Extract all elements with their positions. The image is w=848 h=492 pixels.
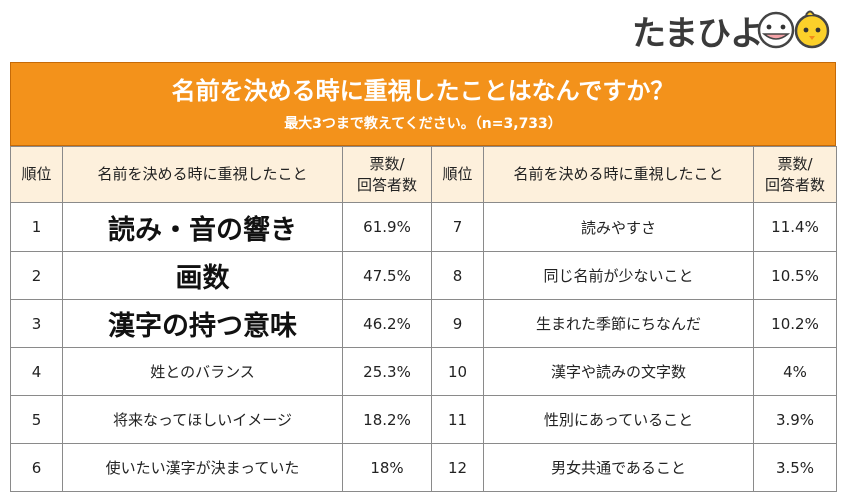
rank-cell: 6 xyxy=(10,443,63,492)
pct-cell: 25.3% xyxy=(342,347,432,396)
pct-header: 票数/回答者数 xyxy=(753,146,837,203)
rank-cell: 10 xyxy=(431,347,484,396)
rank-header: 順位 xyxy=(10,146,63,203)
rank-cell: 9 xyxy=(431,299,484,348)
pct-header-line1: 票数/ xyxy=(369,154,405,173)
rank-cell: 8 xyxy=(431,251,484,300)
item-cell: 同じ名前が少ないこと xyxy=(483,251,754,300)
table-row: 5 将来なってほしいイメージ 18.2% 11 性別にあっていること 3.9% xyxy=(10,395,837,444)
pct-cell: 3.9% xyxy=(753,395,837,444)
logo-text: たまひよ xyxy=(632,14,764,54)
survey-subtitle: 最大3つまで教えてください。（n=3,733） xyxy=(284,116,562,132)
item-header: 名前を決める時に重視したこと xyxy=(483,146,754,203)
pct-cell: 47.5% xyxy=(342,251,432,300)
table-row: 1 読み・音の響き 61.9% 7 読みやすさ 11.4% xyxy=(10,202,837,252)
pct-cell: 11.4% xyxy=(753,202,837,252)
pct-cell: 46.2% xyxy=(342,299,432,348)
item-cell: 使いたい漢字が決まっていた xyxy=(62,443,343,492)
rank-header: 順位 xyxy=(431,146,484,203)
pct-cell: 3.5% xyxy=(753,443,837,492)
item-cell: 性別にあっていること xyxy=(483,395,754,444)
rank-cell: 7 xyxy=(431,202,484,252)
rank-cell: 5 xyxy=(10,395,63,444)
pct-cell: 18.2% xyxy=(342,395,432,444)
item-cell: 漢字や読みの文字数 xyxy=(483,347,754,396)
rank-cell: 3 xyxy=(10,299,63,348)
pct-header-line2: 回答者数 xyxy=(356,175,417,194)
pct-cell: 10.5% xyxy=(753,251,837,300)
rank-cell: 1 xyxy=(10,202,63,252)
item-cell: 漢字の持つ意味 xyxy=(62,299,343,348)
item-header: 名前を決める時に重視したこと xyxy=(62,146,343,203)
brand-logo[interactable]: たまひよ xyxy=(632,4,842,54)
item-cell: 将来なってほしいイメージ xyxy=(62,395,343,444)
pct-header-line2: 回答者数 xyxy=(764,175,825,194)
item-cell: 読みやすさ xyxy=(483,202,754,252)
title-banner: 名前を決める時に重視したことはなんですか？ 最大3つまで教えてください。（n=3… xyxy=(10,62,836,146)
pct-cell: 10.2% xyxy=(753,299,837,348)
survey-question-title: 名前を決める時に重視したことはなんですか？ xyxy=(171,77,675,105)
ranking-table: 順位 名前を決める時に重視したこと 票数/回答者数 順位 名前を決める時に重視し… xyxy=(10,146,837,492)
pct-header: 票数/回答者数 xyxy=(342,146,432,203)
pct-header-line1: 票数/ xyxy=(777,154,813,173)
pct-cell: 4% xyxy=(753,347,837,396)
rank-cell: 11 xyxy=(431,395,484,444)
item-cell: 生まれた季節にちなんだ xyxy=(483,299,754,348)
item-cell: 男女共通であること xyxy=(483,443,754,492)
item-cell: 姓とのバランス xyxy=(62,347,343,396)
table-row: 6 使いたい漢字が決まっていた 18% 12 男女共通であること 3.5% xyxy=(10,443,837,492)
table-row: 4 姓とのバランス 25.3% 10 漢字や読みの文字数 4% xyxy=(10,347,837,396)
table-row: 2 画数 47.5% 8 同じ名前が少ないこと 10.5% xyxy=(10,251,837,300)
item-cell: 読み・音の響き xyxy=(62,202,343,252)
pct-cell: 61.9% xyxy=(342,202,432,252)
pct-cell: 18% xyxy=(342,443,432,492)
table-row: 3 漢字の持つ意味 46.2% 9 生まれた季節にちなんだ 10.2% xyxy=(10,299,837,348)
rank-cell: 2 xyxy=(10,251,63,300)
item-cell: 画数 xyxy=(62,251,343,300)
mascot-faces-icon xyxy=(757,10,830,49)
rank-cell: 4 xyxy=(10,347,63,396)
rank-cell: 12 xyxy=(431,443,484,492)
table-header-row: 順位 名前を決める時に重視したこと 票数/回答者数 順位 名前を決める時に重視し… xyxy=(10,146,837,203)
